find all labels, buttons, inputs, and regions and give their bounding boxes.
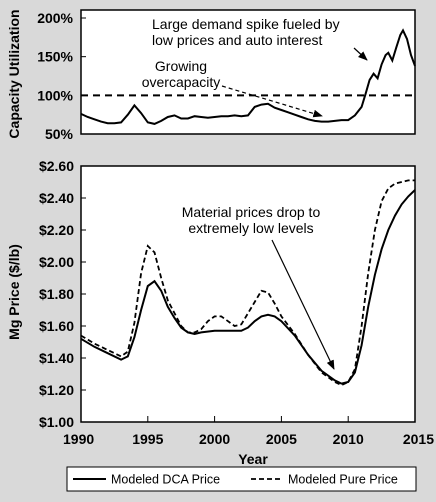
annotation-demand-spike-line1: Large demand spike fueled by (152, 16, 340, 32)
price-y-tick-label: $1.80 (39, 286, 74, 302)
modeled-pure-price-line (80, 179, 415, 387)
price-x-tick-label: 2015 (403, 431, 434, 447)
mg-price-panel: Mg Price ($/lb) $2.60 $2.40 $2.20 $2.00 $1.8… (6, 158, 434, 467)
capacity-y-ticks: 200% 150% 100% 50% (37, 10, 86, 142)
capacity-y-tick-label: 150% (37, 49, 73, 65)
price-x-tick-label: 2010 (333, 431, 364, 447)
capacity-y-tick-label: 100% (37, 87, 73, 103)
capacity-y-tick-label: 50% (45, 126, 74, 142)
legend-box (66, 466, 417, 492)
price-x-tick-label: 1990 (63, 431, 94, 447)
annotation-overcapacity-line2: overcapacity (142, 74, 221, 90)
capacity-plot-frame (80, 9, 416, 135)
price-plot-frame (80, 165, 416, 423)
modeled-dca-price-line (80, 189, 416, 385)
capacity-y-axis-title: Capacity Utilization (6, 9, 22, 138)
price-y-tick-label: $1.20 (39, 382, 74, 398)
price-y-axis-title: Mg Price ($/lb) (6, 244, 22, 340)
annotation-overcapacity-line1: Growing (155, 58, 207, 74)
annotation-price-drop-line1: Material prices drop to (182, 204, 321, 220)
annotation-price-drop-arrow (271, 239, 335, 370)
price-y-tick-label: $1.40 (39, 350, 74, 366)
annotation-overcapacity-arrow (221, 85, 323, 118)
price-x-tick-label: 2005 (266, 431, 297, 447)
price-x-axis-title: Year (238, 451, 268, 467)
annotation-price-drop-line2: extremely low levels (188, 220, 313, 236)
price-y-ticks: $2.60 $2.40 $2.20 $2.00 $1.80 $1.60 $1.40 $1.20… (39, 158, 86, 430)
legend-label-pure: Modeled Pure Price (288, 473, 398, 487)
legend-label-dca: Modeled DCA Price (111, 473, 220, 487)
price-x-tick-label: 2000 (199, 431, 230, 447)
legend: Modeled DCA Price Modeled Pure Price (66, 466, 417, 492)
annotation-demand-spike-arrow (353, 47, 368, 61)
price-x-tick-label: 1995 (132, 431, 163, 447)
price-y-tick-label: $2.60 (39, 158, 74, 174)
annotation-demand-spike-line2: low prices and auto interest (152, 32, 323, 48)
capacity-series-line (80, 28, 416, 125)
price-y-tick-label: $2.20 (39, 222, 74, 238)
price-y-tick-label: $2.00 (39, 254, 74, 270)
price-y-tick-label: $1.60 (39, 318, 74, 334)
price-y-tick-label: $1.00 (39, 414, 74, 430)
capacity-utilization-panel: Capacity Utilization 200% 150% 100% 50% Lar… (6, 9, 416, 142)
capacity-y-tick-label: 200% (37, 10, 73, 26)
price-y-tick-label: $2.40 (39, 190, 74, 206)
price-x-ticks: 1990 1995 2000 2005 2010 2015 (63, 416, 434, 447)
